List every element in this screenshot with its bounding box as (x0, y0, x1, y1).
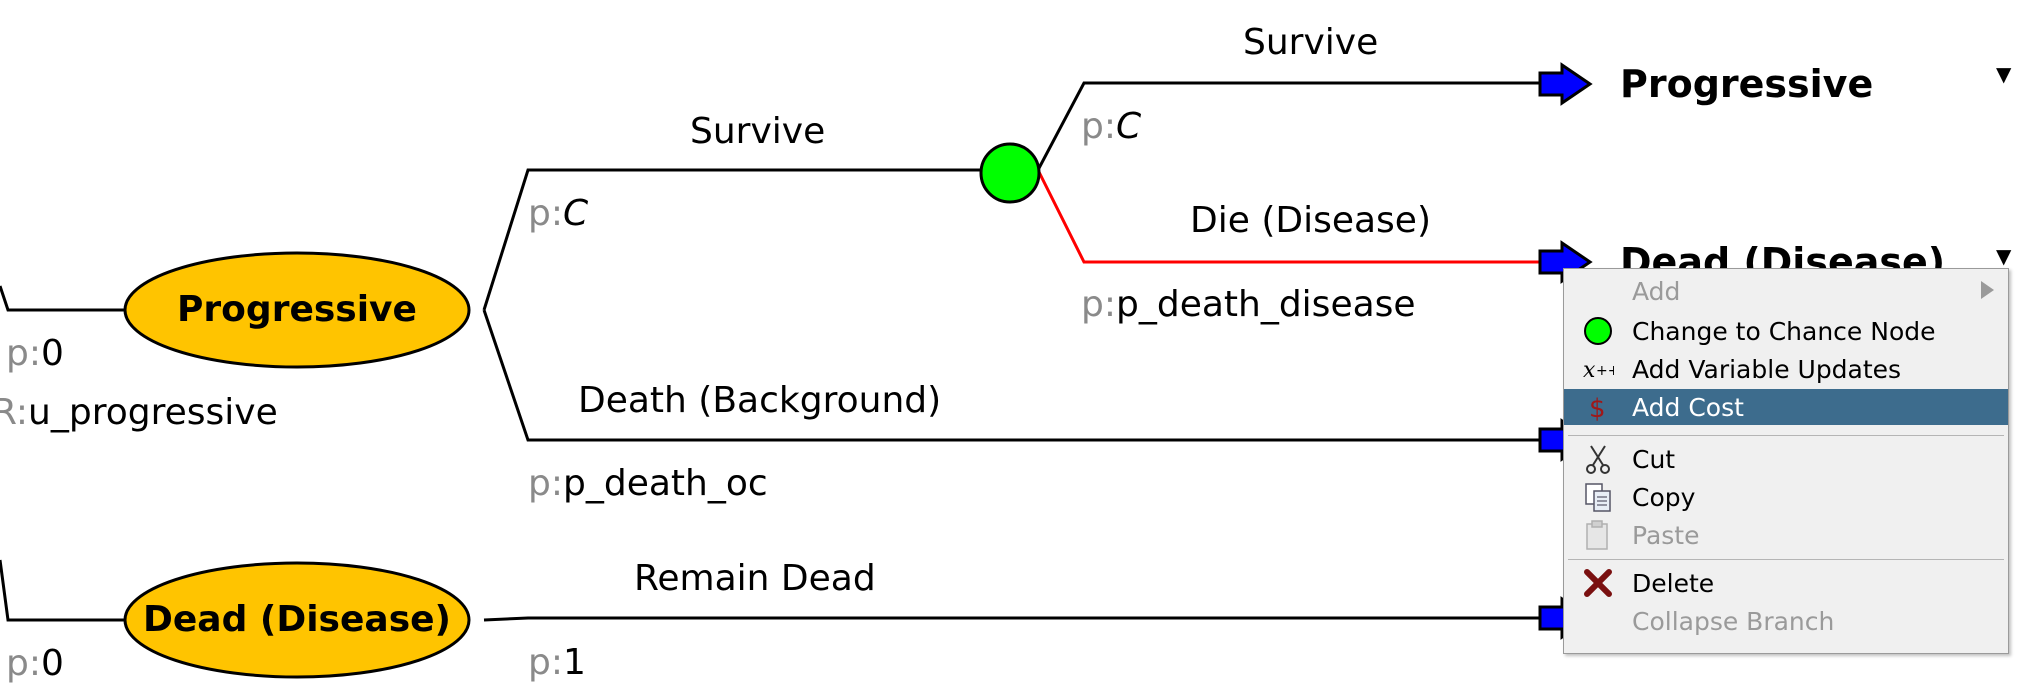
menu-item-add-variable-updates[interactable]: x ++ Add Variable Updates (1564, 351, 2008, 387)
menu-item-label: Collapse Branch (1632, 607, 1835, 636)
menu-item-label: Add Variable Updates (1632, 355, 1902, 384)
prob-value: C (562, 193, 589, 234)
chance-node[interactable] (979, 142, 1041, 204)
menu-item-change-to-chance-node[interactable]: Change to Chance Node (1564, 313, 2008, 349)
svg-text:$: $ (1589, 394, 1606, 423)
menu-item-label: Change to Chance Node (1632, 317, 1936, 346)
menu-item-label: Cut (1632, 445, 1676, 474)
reward-prefix: R: (0, 392, 29, 433)
prob-label-dead-disease: p:0 (6, 646, 64, 682)
terminal-label-progressive[interactable]: Progressive (1620, 62, 1874, 106)
state-node-dead-disease-label: Dead (Disease) (142, 599, 451, 640)
menu-item-add-cost[interactable]: $ Add Cost (1564, 389, 2008, 425)
svg-text:x: x (1583, 358, 1596, 383)
branch-die-disease[interactable] (1036, 169, 1540, 264)
menu-item-delete[interactable]: Delete (1564, 565, 2008, 601)
transition-arrow-progressive[interactable] (1538, 63, 1592, 105)
prob-value: C (1115, 106, 1142, 147)
dollar-icon: $ (1589, 394, 1606, 423)
paste-icon (1586, 520, 1608, 550)
prob-prefix: p: (1081, 284, 1116, 325)
copy-icon (1585, 483, 1611, 512)
branch-death-background[interactable] (482, 309, 1540, 442)
menu-item-label: Paste (1632, 521, 1700, 550)
prob-value: 0 (40, 333, 64, 374)
branch-prob-die-disease: p:p_death_disease (1081, 287, 1416, 323)
svg-text:++: ++ (1596, 363, 1614, 379)
branch-survive[interactable] (482, 168, 982, 311)
reward-value: u_progressive (28, 392, 278, 433)
branch-prob-remain-dead: p:1 (528, 645, 586, 681)
menu-item-label: Copy (1632, 483, 1696, 512)
incoming-branch-dead-disease[interactable] (0, 559, 125, 622)
prob-value: 0 (40, 643, 64, 684)
menu-separator (1568, 435, 2004, 436)
variable-update-icon: x ++ (1583, 358, 1614, 383)
reward-label-progressive: R:u_progressive (0, 395, 278, 431)
menu-item-copy[interactable]: Copy (1564, 479, 2008, 515)
branch-prob-survive-inner: p:C (1081, 109, 1141, 145)
prob-value: p_death_disease (1115, 284, 1416, 325)
submenu-arrow-icon (1981, 281, 1994, 299)
prob-prefix: p: (528, 642, 563, 683)
scissors-icon (1586, 445, 1610, 474)
menu-item-add[interactable]: Add (1564, 273, 2008, 309)
branch-label-remain-dead: Remain Dead (634, 558, 876, 599)
state-node-progressive[interactable] (123, 251, 471, 369)
branch-label-death-background: Death (Background) (578, 380, 942, 421)
branch-prob-survive: p:C (528, 196, 588, 232)
branch-remain-dead[interactable] (483, 616, 1540, 622)
context-menu: Add Change to Chance Node x ++ Add Varia… (1563, 268, 2009, 654)
menu-item-label: Add (1632, 277, 1681, 306)
prob-prefix: p: (6, 333, 41, 374)
prob-prefix: p: (6, 643, 41, 684)
prob-prefix: p: (1081, 106, 1116, 147)
menu-item-label: Delete (1632, 569, 1715, 598)
menu-item-cut[interactable]: Cut (1564, 441, 2008, 477)
dropdown-arrow-icon[interactable]: ▼ (1996, 244, 2012, 268)
branch-label-die-disease: Die (Disease) (1190, 200, 1431, 241)
delete-icon (1584, 569, 1612, 597)
state-node-progressive-label: Progressive (177, 289, 417, 330)
branch-label-survive: Survive (690, 111, 826, 152)
menu-separator (1568, 559, 2004, 560)
prob-value: p_death_oc (562, 463, 768, 504)
prob-prefix: p: (528, 463, 563, 504)
incoming-branch-progressive[interactable] (0, 285, 125, 312)
menu-item-label: Add Cost (1632, 393, 1744, 422)
green-circle-icon (1584, 317, 1612, 345)
state-node-dead-disease[interactable] (123, 561, 471, 679)
branch-prob-death-background: p:p_death_oc (528, 466, 768, 502)
branch-label-survive-inner: Survive (1243, 22, 1379, 63)
menu-item-paste[interactable]: Paste (1564, 517, 2008, 553)
prob-label-progressive: p:0 (6, 336, 64, 372)
dropdown-arrow-icon[interactable]: ▼ (1996, 62, 2012, 86)
menu-item-collapse-branch[interactable]: Collapse Branch (1564, 603, 2008, 639)
branch-survive-inner[interactable] (1036, 81, 1540, 171)
prob-prefix: p: (528, 193, 563, 234)
prob-value: 1 (562, 642, 586, 683)
